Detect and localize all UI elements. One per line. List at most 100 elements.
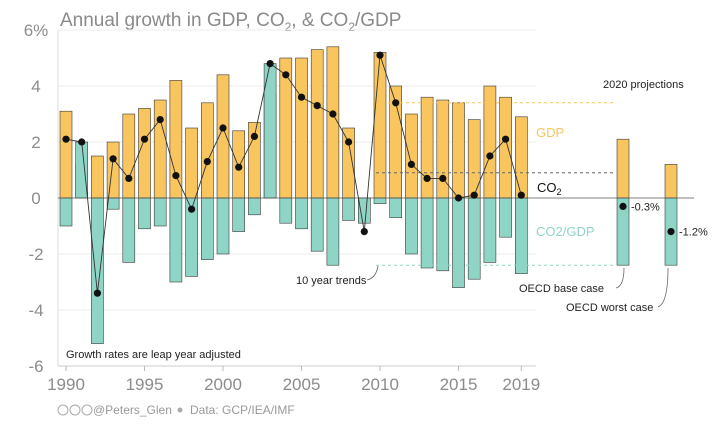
cc-icon xyxy=(57,404,93,416)
x-tick-label: 2010 xyxy=(361,375,399,394)
co2-point xyxy=(93,289,101,297)
gdp-bar xyxy=(185,127,198,199)
co2-point xyxy=(297,93,306,101)
x-axis: 1990 1995 2000 2005 2010 2015 2019 xyxy=(47,365,540,394)
co2-gdp-bar xyxy=(216,197,230,255)
y-tick-label: 6% xyxy=(24,21,49,40)
gdp-bar xyxy=(405,113,418,199)
chart-title: Annual growth in GDP, CO2, & CO2/GDP xyxy=(60,10,401,34)
co2-point xyxy=(376,51,384,59)
co2-gdp-bar xyxy=(153,197,167,227)
co2-point xyxy=(62,135,70,143)
co2-gdp-bar xyxy=(138,197,151,230)
co2-point xyxy=(423,174,431,182)
co2-point xyxy=(78,138,86,146)
co2-gdp-bar xyxy=(201,197,214,260)
projection-gdp-bar xyxy=(664,164,678,199)
projection-co2-label: -0.3% xyxy=(631,201,660,213)
footer-author: @Peters_Glen xyxy=(93,403,172,417)
gdp-bar xyxy=(514,116,528,199)
y-tick-label: 4 xyxy=(31,77,40,96)
gdp-bar xyxy=(122,113,136,199)
co2-gdp-bar xyxy=(420,197,434,269)
co2-point xyxy=(407,160,415,168)
co2-point xyxy=(266,60,274,68)
co2-gdp-bar xyxy=(405,197,418,255)
co2-gdp-series-label: CO2/GDP xyxy=(536,224,595,239)
co2-gdp-bar xyxy=(342,197,355,221)
co2-point xyxy=(109,155,117,163)
co2-point xyxy=(235,163,243,171)
co2-point xyxy=(517,191,525,199)
gdp-bar xyxy=(452,102,465,199)
x-tick-label: 2000 xyxy=(204,375,242,394)
co2-point xyxy=(502,135,510,143)
trend-lines xyxy=(376,102,616,266)
co2-point xyxy=(250,132,258,140)
projections-heading: 2020 projections xyxy=(603,79,684,91)
projection-co2-point xyxy=(667,228,675,236)
co2-point xyxy=(329,110,337,118)
gdp-bar xyxy=(138,108,151,199)
y-tick-label: -6 xyxy=(28,357,43,376)
co2-point xyxy=(282,71,290,79)
gdp-bar xyxy=(295,57,308,199)
co2-gdp-bar xyxy=(310,197,324,252)
co2-point xyxy=(454,194,463,202)
gdp-bar xyxy=(169,80,183,199)
projections: -0.3% -1.2% xyxy=(619,201,708,239)
co2-point xyxy=(188,205,196,213)
x-tick-label: 2005 xyxy=(283,375,321,394)
gdp-bar xyxy=(91,155,104,199)
gdp-bar xyxy=(499,96,512,199)
y-axis-labels: -6 -4 -2 0 2 4 6% xyxy=(24,21,49,376)
co2-gdp-bar xyxy=(106,197,120,210)
co2-point xyxy=(486,152,494,160)
x-tick-label: 2019 xyxy=(502,375,540,394)
co2-gdp-bar xyxy=(357,197,371,224)
co2-point xyxy=(345,138,353,146)
co2-gdp-bar xyxy=(483,197,497,263)
x-tick-label: 2015 xyxy=(440,375,478,394)
co2-gdp-bar xyxy=(389,197,403,218)
base-case-label: OECD base case xyxy=(519,283,604,295)
y-tick-label: 0 xyxy=(31,189,40,208)
x-tick-label: 1990 xyxy=(47,375,85,394)
co2-point xyxy=(360,228,368,236)
y-tick-label: -2 xyxy=(28,245,43,264)
co2-gdp-bar xyxy=(75,141,88,199)
co2-gdp-bar xyxy=(91,197,104,344)
gdp-bar xyxy=(310,49,324,199)
co2-gdp-bar xyxy=(499,197,512,238)
co2-gdp-bar xyxy=(452,197,465,288)
co2-point xyxy=(392,99,400,107)
co2-point xyxy=(203,158,211,166)
base-case-leader xyxy=(615,267,625,289)
co2-point xyxy=(140,135,149,143)
co2-gdp-bar xyxy=(514,197,528,274)
co2-gdp-bar xyxy=(279,197,293,224)
co2-series xyxy=(62,51,525,297)
footer: @Peters_Glen Data: GCP/IEA/IMF xyxy=(57,403,295,417)
co2-gdp-bar xyxy=(467,197,481,280)
gdp-bar xyxy=(153,99,167,199)
gdp-bar xyxy=(106,141,120,199)
co2-gdp-bar xyxy=(59,197,73,227)
gdp-bar xyxy=(59,110,73,199)
co2-point xyxy=(219,124,227,132)
worst-case-leader xyxy=(657,267,669,308)
trend-annotation: 10 year trends xyxy=(296,275,367,287)
gdp-bar xyxy=(201,102,214,199)
gdp-bar xyxy=(279,57,293,199)
co2-point xyxy=(313,102,321,110)
co2-series-label: CO2 xyxy=(537,180,562,197)
worst-case-label: OECD worst case xyxy=(566,302,653,314)
trend-annotation-leader xyxy=(366,265,379,281)
footer-source: Data: GCP/IEA/IMF xyxy=(190,403,295,417)
co2-point xyxy=(470,191,478,199)
co2-point xyxy=(125,174,133,182)
co2-gdp-bar xyxy=(326,197,340,266)
gdp-bar xyxy=(420,96,434,199)
y-tick-label: -4 xyxy=(28,301,43,320)
co2-point xyxy=(172,172,180,180)
